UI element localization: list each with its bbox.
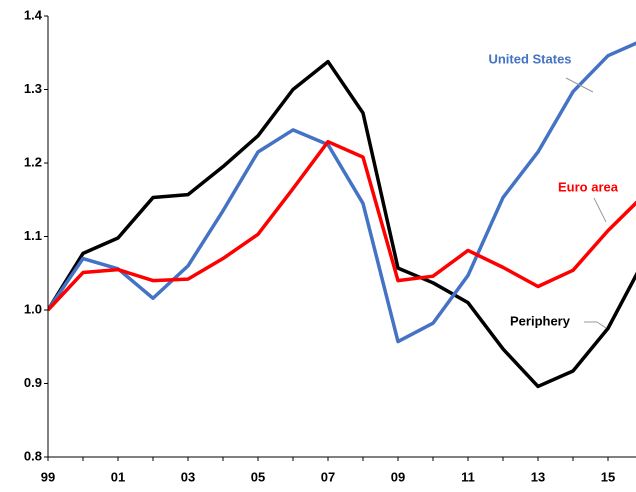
series-line: [48, 139, 636, 312]
series-line: [48, 59, 636, 389]
x-tick-label: 11: [461, 469, 475, 484]
y-tick-label: 0.9: [24, 375, 42, 390]
plot-area: [48, 41, 636, 389]
x-tick-label: 01: [111, 469, 125, 484]
y-tick-label: 0.8: [24, 448, 42, 463]
leader-line: [593, 197, 607, 223]
x-tick-label: 03: [181, 469, 195, 484]
x-tick-label: 99: [41, 469, 55, 484]
leader-line: [565, 77, 594, 93]
y-tick-label: 1.1: [24, 228, 42, 243]
leader-line: [584, 321, 607, 329]
x-tick-label: 13: [531, 469, 545, 484]
y-tick-label: 1.4: [24, 7, 43, 22]
x-tick-label: 07: [321, 469, 335, 484]
x-tick-label: 05: [251, 469, 265, 484]
y-tick-label: 1.0: [24, 301, 42, 316]
series-label: United States: [488, 51, 571, 66]
series-label: Periphery: [510, 313, 571, 328]
x-tick-label: 15: [601, 469, 615, 484]
series-label: Euro area: [558, 179, 619, 194]
y-tick-label: 1.2: [24, 154, 42, 169]
series-line: [48, 41, 636, 344]
x-tick-label: 09: [391, 469, 405, 484]
y-tick-label: 1.3: [24, 81, 42, 96]
